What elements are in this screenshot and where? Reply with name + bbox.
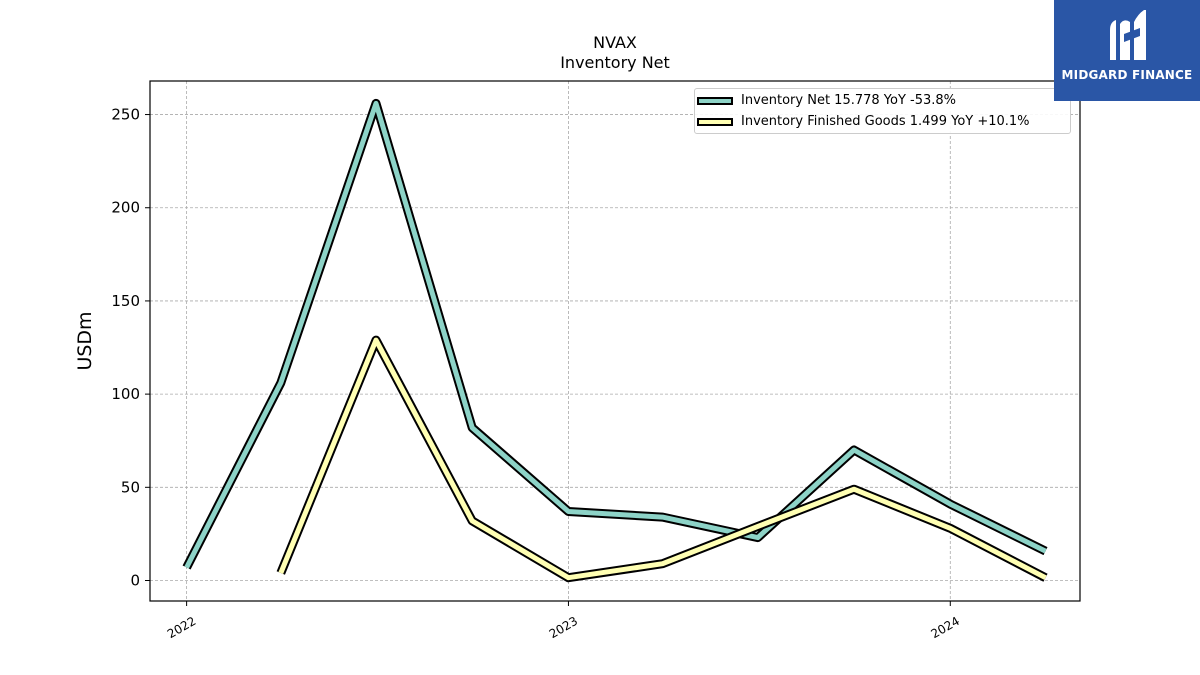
series-line-inventory-net (184, 100, 1047, 569)
legend-label: Inventory Net 15.778 YoY -53.8% (741, 93, 957, 108)
series-line-inventory-finished-goods (278, 337, 1047, 581)
y-tick-label: 250 (111, 106, 140, 124)
legend-label: Inventory Finished Goods 1.499 YoY +10.1… (741, 114, 1030, 129)
y-tick-label: 200 (111, 199, 140, 217)
legend-swatch (697, 97, 733, 105)
chart-subtitle: Inventory Net (560, 53, 670, 72)
x-tick-label: 2022 (165, 614, 198, 641)
legend: Inventory Net 15.778 YoY -53.8% Inventor… (694, 88, 1071, 134)
y-tick-label: 150 (111, 292, 140, 310)
plot-frame (149, 80, 1081, 602)
y-tick-label: 100 (111, 385, 140, 403)
brand-logo: MIDGARD FINANCE (1054, 0, 1200, 101)
chart-title: NVAX (593, 33, 637, 52)
series-lines (182, 98, 1048, 583)
brand-name: MIDGARD FINANCE (1061, 68, 1193, 82)
y-tick-label: 0 (130, 571, 140, 589)
y-tick-label: 50 (121, 478, 140, 496)
x-tick-label: 2023 (547, 614, 580, 641)
midgard-m-logo-icon (1110, 10, 1146, 60)
x-tick-label: 2024 (929, 614, 962, 641)
legend-swatch (697, 118, 733, 126)
y-axis-label: USDm (74, 311, 96, 370)
